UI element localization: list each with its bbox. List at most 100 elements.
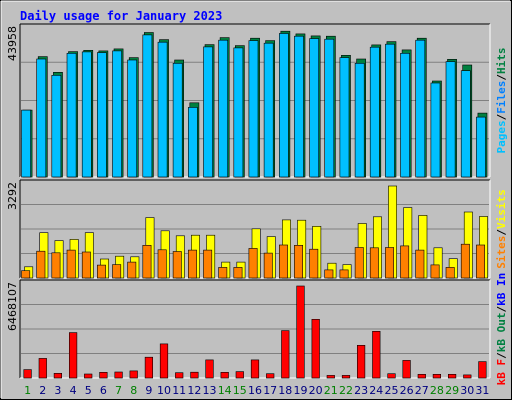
bar-sites-day-30 (460, 243, 470, 279)
bar-sites-day-10 (157, 249, 167, 279)
bar-files-day-5 (81, 51, 92, 178)
bar-kb-f-day-4 (69, 332, 78, 379)
x-tick-label: 1 (24, 384, 31, 397)
bar-kb-f-day-25 (387, 373, 396, 379)
bar-kb-f-day-24 (372, 330, 381, 379)
side-label-part: / (495, 229, 508, 236)
bar-kb-f-day-9 (144, 356, 154, 379)
side-label-hits-files-pages: Pages/Files/Hits (495, 48, 508, 154)
bar-files-day-30 (460, 70, 471, 178)
x-tick-label: 5 (85, 384, 92, 397)
bar-sites-day-3 (51, 252, 61, 279)
bar-kb-f-day-1 (23, 369, 32, 379)
bar-sites-day-4 (66, 249, 76, 279)
bar-files-day-9 (142, 34, 153, 178)
bar-sites-day-24 (369, 247, 379, 279)
bar-sites-day-20 (309, 248, 319, 279)
x-tick-label: 10 (157, 384, 171, 397)
bar-sites-day-12 (188, 249, 197, 279)
bar-kb-f-day-2 (38, 358, 47, 379)
bar-kb-f-day-29 (447, 373, 457, 379)
bar-sites-day-1 (21, 270, 31, 279)
bar-sites-day-7 (112, 264, 122, 279)
bar-sites-day-6 (97, 264, 106, 279)
x-tick-label: 11 (172, 384, 186, 397)
bar-kb-f-day-12 (190, 371, 199, 379)
side-label-part: kB In (495, 273, 508, 306)
chart-title: Daily usage for January 2023 (20, 9, 222, 23)
x-tick-label: 19 (294, 384, 308, 397)
bar-files-day-31 (476, 116, 486, 178)
bar-sites-day-31 (476, 244, 485, 279)
bar-files-day-1 (21, 109, 31, 178)
side-label-part: / (495, 113, 508, 120)
bar-sites-day-16 (248, 248, 258, 279)
bar-kb-f-day-14 (220, 371, 229, 379)
bar-files-day-24 (369, 46, 380, 178)
bar-files-day-14 (218, 39, 229, 178)
bar-kb-f-day-5 (84, 373, 93, 379)
bar-kb-f-day-15 (235, 371, 244, 379)
bar-kb-f-day-21 (326, 375, 335, 379)
bar-files-day-3 (51, 75, 62, 178)
bar-files-day-4 (66, 52, 77, 178)
side-label-part: Files (495, 81, 508, 114)
x-tick-label: 16 (248, 384, 262, 397)
bar-kb-f-day-26 (402, 360, 411, 379)
bar-files-day-25 (385, 43, 395, 178)
bar-files-day-15 (233, 47, 244, 178)
bar-sites-day-9 (142, 245, 152, 279)
bar-sites-day-18 (278, 244, 288, 279)
bar-kb-f-day-17 (266, 373, 275, 379)
bar-files-day-12 (188, 107, 198, 178)
bar-files-day-29 (445, 61, 456, 178)
bar-files-day-17 (263, 42, 274, 178)
x-tick-label: 26 (400, 384, 414, 397)
y-max-label: 6468107 (6, 282, 19, 331)
bar-files-day-18 (278, 33, 289, 178)
bar-kb-f-day-8 (129, 370, 138, 379)
x-tick-label: 4 (70, 384, 77, 397)
bar-files-day-20 (309, 38, 320, 178)
x-tick-label: 25 (385, 384, 399, 397)
bar-files-day-23 (354, 62, 365, 178)
bar-sites-day-29 (445, 267, 455, 279)
bar-sites-day-5 (81, 251, 91, 279)
bar-sites-day-14 (218, 267, 228, 279)
x-tick-label: 22 (339, 384, 353, 397)
bar-sites-day-17 (263, 252, 273, 279)
x-tick-label: 24 (369, 384, 383, 397)
bar-sites-day-21 (324, 269, 334, 279)
bar-kb-f-day-16 (250, 359, 260, 379)
side-label-part: kB F (495, 359, 508, 386)
bar-sites-day-22 (339, 269, 349, 279)
bar-files-day-27 (415, 39, 426, 178)
x-tick-label: 12 (187, 384, 201, 397)
x-tick-label: 18 (278, 384, 292, 397)
x-tick-label: 2 (39, 384, 46, 397)
bar-files-day-2 (36, 58, 47, 178)
x-tick-label: 20 (309, 384, 323, 397)
bar-kb-f-day-28 (432, 373, 442, 379)
x-tick-label: 29 (445, 384, 459, 397)
side-label-part: / (495, 352, 508, 359)
x-tick-label: 15 (233, 384, 247, 397)
bar-files-day-8 (127, 59, 137, 178)
bar-kb-f-day-6 (99, 371, 108, 379)
x-tick-label: 30 (460, 384, 474, 397)
bar-files-day-26 (400, 52, 410, 178)
bar-kb-f-day-23 (356, 344, 366, 379)
side-label-part: Hits (495, 48, 508, 75)
bar-kb-f-day-27 (417, 373, 426, 379)
bar-kb-f-day-22 (341, 375, 351, 379)
bar-sites-day-15 (233, 267, 243, 279)
bar-sites-day-23 (354, 247, 364, 279)
bar-sites-day-27 (415, 249, 425, 279)
y-max-label: 43958 (6, 26, 19, 61)
side-label-part: kB Out (495, 312, 508, 352)
bar-kb-f-day-30 (463, 374, 472, 379)
x-tick-label: 13 (203, 384, 217, 397)
x-tick-label: 23 (354, 384, 368, 397)
bar-sites-day-26 (400, 245, 410, 279)
